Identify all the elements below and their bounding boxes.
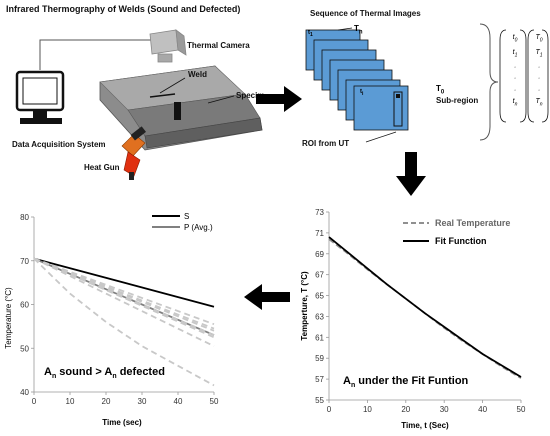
series-p-avg <box>33 257 215 336</box>
sequence-title: Sequence of Thermal Images <box>310 9 421 18</box>
series-specimen-7 <box>33 257 215 347</box>
legend-label-s: S <box>184 212 189 221</box>
legend-label-fit: Fit Function <box>435 236 487 246</box>
temperature-vector-entry: · <box>537 75 541 83</box>
y-tick-label: 57 <box>315 375 324 384</box>
chart-series <box>328 236 522 379</box>
daq-label: Data Acquisition System <box>12 140 106 149</box>
chart-axes <box>328 212 521 401</box>
temperature-vector-entry: · <box>537 86 541 94</box>
series-specimen-2 <box>33 257 215 326</box>
time-vector-entry: · <box>513 75 517 83</box>
chart-annotation: An under the Fit Funtion <box>343 375 469 389</box>
series-fit-function <box>328 236 522 378</box>
temperature-vector-entry: T0 <box>535 34 543 44</box>
sound-vs-defected-chart: 0 10 20 30 40 50 40 50 60 70 80 Time (sec) Tempera… <box>4 212 219 427</box>
series-s <box>33 257 215 308</box>
computer-icon <box>15 70 65 124</box>
arrow-left-icon <box>244 284 290 310</box>
heat-gun-label: Heat Gun <box>84 163 120 172</box>
y-tick-label: 70 <box>20 257 29 266</box>
x-tick-label: 50 <box>210 397 219 406</box>
time-vector-entry: tn <box>512 98 518 108</box>
y-tick-label: 63 <box>315 312 324 321</box>
x-axis-label: Time, t (Sec) <box>401 421 449 430</box>
roi-label: ROI from UT <box>302 139 350 148</box>
x-tick-label: 10 <box>66 397 75 406</box>
weld-label: Weld <box>188 70 207 79</box>
arrow-down-icon <box>396 152 426 196</box>
setup-title: Infrared Thermography of Welds (Sound an… <box>6 4 241 14</box>
specimen-label: Specim <box>236 91 265 100</box>
chart-ticks: 0 10 20 30 40 50 55 57 59 61 63 65 67 69 71 73 <box>315 208 526 414</box>
arrow-right-icon <box>256 86 302 112</box>
temperature-vector-entry: T1 <box>535 48 543 59</box>
y-tick-label: 55 <box>315 396 324 405</box>
x-tick-label: 0 <box>327 405 332 414</box>
specimen-plate <box>99 65 263 151</box>
heat-gun-icon <box>121 126 146 180</box>
t1-label: t1 <box>308 30 313 39</box>
thermal-frames <box>305 29 409 131</box>
temperature-vector-entry: Tn <box>535 98 543 108</box>
camera-cable <box>39 39 160 70</box>
series-specimen-6 <box>33 257 215 339</box>
y-tick-label: 60 <box>20 301 29 310</box>
x-axis-label: Time (sec) <box>102 418 142 427</box>
y-axis-label: Temperture, T (°C) <box>300 271 309 341</box>
series-specimen-8 <box>33 257 215 387</box>
time-vector: t0 t1 · · · tn <box>505 32 525 111</box>
x-tick-label: 40 <box>478 405 487 414</box>
y-tick-label: 65 <box>315 292 324 301</box>
y-tick-label: 59 <box>315 354 324 363</box>
y-tick-label: 73 <box>315 208 324 217</box>
thermal-camera-icon <box>149 29 187 63</box>
fit-function-chart: 0 10 20 30 40 50 55 57 59 61 63 65 67 69 71 73 Time, t … <box>300 208 526 430</box>
tn-label: Tn <box>354 24 363 36</box>
sub-region-marker <box>396 94 400 98</box>
t0-label: T0 <box>436 84 445 96</box>
chart-legend: Real Temperature Fit Function <box>403 218 510 246</box>
legend-label-p: P (Avg.) <box>184 223 213 232</box>
chart-legend: S P (Avg.) <box>152 212 213 232</box>
chart-annotation: An sound > An defected <box>44 366 165 380</box>
y-axis-label: Temperature (°C) <box>4 287 13 349</box>
thermal-image-stack <box>305 27 409 143</box>
chart-ticks: 0 10 20 30 40 50 40 50 60 70 80 <box>20 213 219 406</box>
ti-label: ti <box>360 89 364 98</box>
roi-rectangle <box>393 91 403 127</box>
setup-illustration <box>15 29 263 180</box>
legend-label-real: Real Temperature <box>435 218 510 228</box>
x-tick-label: 20 <box>102 397 111 406</box>
x-tick-label: 30 <box>138 397 147 406</box>
thermal-camera-label: Thermal Camera <box>187 41 250 50</box>
matrix-bracket <box>479 23 549 141</box>
x-tick-label: 40 <box>174 397 183 406</box>
y-tick-label: 80 <box>20 213 29 222</box>
weld-seam <box>174 102 181 120</box>
time-vector-entry: · <box>513 63 517 71</box>
time-vector-entry: t1 <box>512 48 518 59</box>
y-tick-label: 61 <box>315 333 324 342</box>
sub-region-label: Sub-region <box>436 96 479 105</box>
x-tick-label: 20 <box>401 405 410 414</box>
temperature-vector-entry: · <box>537 63 541 71</box>
time-vector-entry: · <box>513 86 517 94</box>
chart-series <box>33 257 215 387</box>
x-tick-label: 10 <box>363 405 372 414</box>
x-tick-label: 30 <box>440 405 449 414</box>
y-tick-label: 40 <box>20 388 29 397</box>
y-tick-label: 50 <box>20 344 29 353</box>
x-tick-label: 50 <box>517 405 526 414</box>
y-tick-label: 71 <box>315 229 324 238</box>
time-vector-entry: t0 <box>512 34 518 44</box>
y-tick-label: 69 <box>315 250 324 259</box>
temperature-vector: T0 T1 · · · Tn <box>529 32 549 111</box>
y-tick-label: 67 <box>315 271 324 280</box>
x-tick-label: 0 <box>32 397 37 406</box>
